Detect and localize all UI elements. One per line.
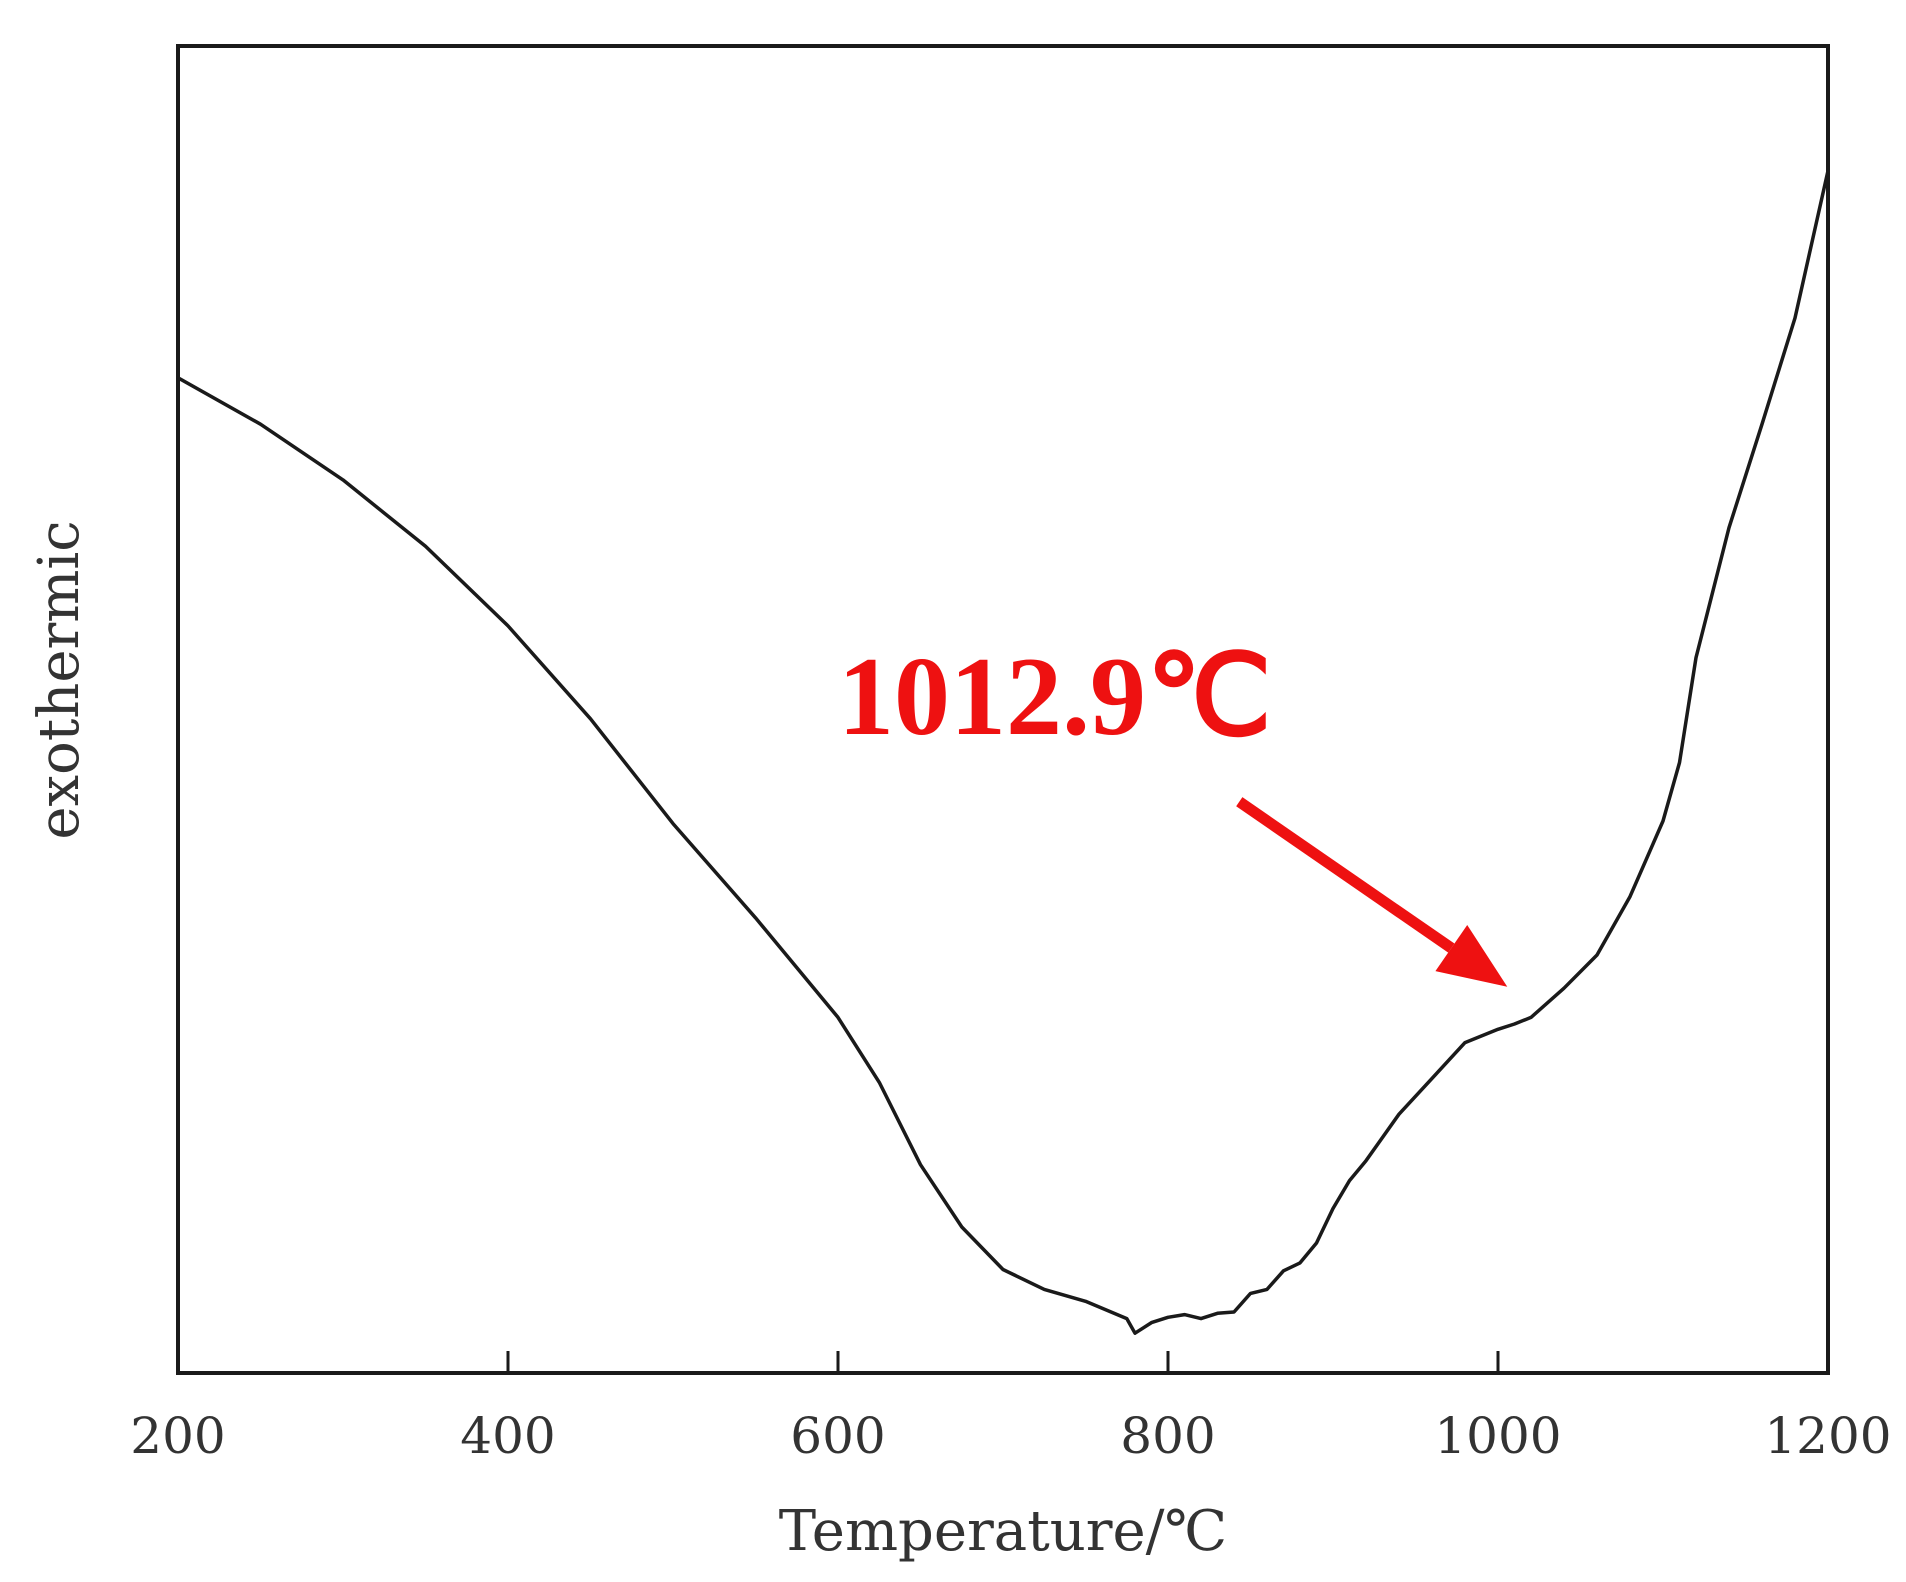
x-tick-label: 1000 xyxy=(1434,1407,1561,1465)
x-axis-ticks xyxy=(506,1351,1500,1373)
x-tick-label: 1200 xyxy=(1764,1407,1891,1465)
x-axis-label: Temperature/℃ xyxy=(779,1499,1227,1564)
peak-annotation: 1012.9℃ xyxy=(838,635,1508,987)
x-tick-label: 200 xyxy=(130,1407,225,1465)
x-axis-tick-labels: 200 400 600 800 1000 1200 xyxy=(130,1407,1891,1465)
plot-frame xyxy=(176,44,1830,1375)
annotation-label: 1012.9℃ xyxy=(838,635,1272,759)
annotation-arrow-shaft xyxy=(1236,797,1455,953)
y-axis-label: exothermic xyxy=(27,520,92,839)
x-tick-label: 400 xyxy=(460,1407,555,1465)
dsc-curve-line xyxy=(176,168,1830,1335)
x-tick-label: 600 xyxy=(790,1407,885,1465)
annotation-arrow-head xyxy=(1435,925,1508,987)
x-tick-label: 800 xyxy=(1120,1407,1215,1465)
